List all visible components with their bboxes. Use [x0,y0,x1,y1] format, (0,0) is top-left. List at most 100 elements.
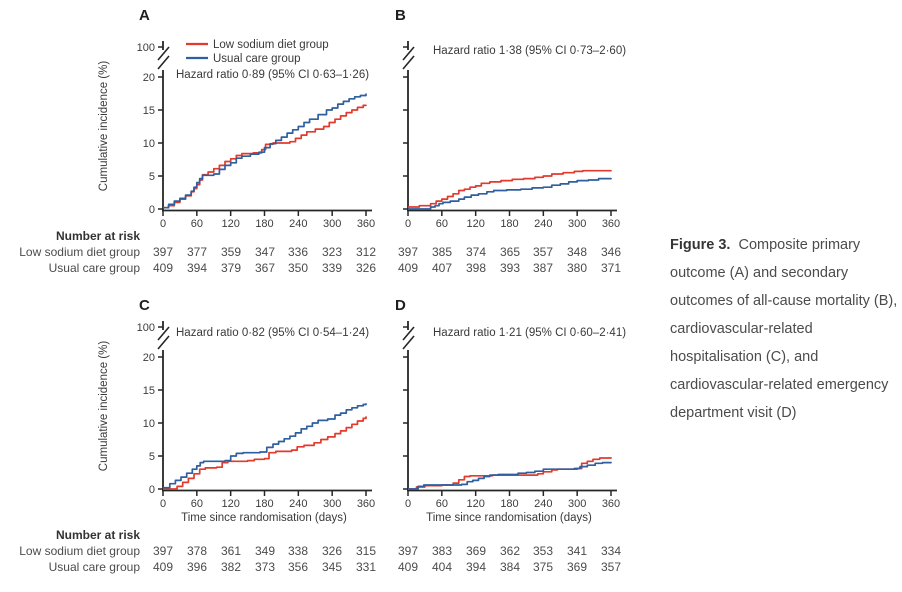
curve-usual-care [408,461,612,490]
risk-value: 357 [532,245,554,259]
risk-value: 356 [287,560,309,574]
risk-value: 382 [220,560,242,574]
curve-usual-care [163,93,367,209]
caption-text: Composite primary [738,237,861,253]
y-axis-break [402,326,415,341]
risk-value: 312 [355,245,377,259]
x-tick-label: 180 [500,498,518,510]
y-axis-break [402,46,415,61]
y-tick-label: 15 [143,105,155,117]
risk-value: 398 [465,261,487,275]
curve-usual-care [163,403,367,489]
risk-value: 384 [499,560,521,574]
caption-line: cardiovascular-related emergency [670,377,889,393]
x-tick-label: 180 [255,218,273,230]
x-tick-label: 300 [568,218,586,230]
y-axis-break [157,55,170,70]
x-tick-label: 300 [568,498,586,510]
risk-value: 407 [431,261,453,275]
y-tick-label: 15 [143,385,155,397]
legend-label: Low sodium diet group [213,39,329,51]
y-tick-label: 10 [143,418,155,430]
risk-table-header: Number at risk [55,528,140,542]
y-tick-label: 10 [143,138,155,150]
y-tick-label: 20 [143,352,155,364]
legend-label: Usual care group [213,53,301,65]
risk-row-label: Low sodium diet group [19,544,140,558]
x-tick-label: 60 [436,498,448,510]
risk-table-header: Number at risk [55,229,140,243]
risk-value: 369 [566,560,588,574]
risk-value: 394 [465,560,487,574]
x-axis-title-d: Time since randomisation (days) [426,512,592,524]
risk-value: 339 [321,261,343,275]
x-tick-label: 240 [289,218,307,230]
y-break-label: 100 [137,322,155,334]
risk-value: 377 [186,245,208,259]
risk-value: 378 [186,544,208,558]
x-tick-label: 360 [602,498,620,510]
y-axis-break [157,335,170,350]
risk-value: 365 [499,245,521,259]
risk-value: 336 [287,245,309,259]
risk-row-label: Usual care group [48,261,140,275]
risk-value: 380 [566,261,588,275]
x-tick-label: 120 [466,218,484,230]
caption-line: Figure 3. Composite primary [670,231,902,259]
risk-value: 362 [499,544,521,558]
risk-value: 338 [287,544,309,558]
risk-value: 331 [355,560,377,574]
risk-value: 348 [566,245,588,259]
x-tick-label: 120 [221,498,239,510]
risk-value: 383 [431,544,453,558]
risk-value: 385 [431,245,453,259]
risk-value: 353 [532,544,554,558]
x-tick-label: 180 [255,498,273,510]
x-tick-label: 300 [323,498,341,510]
y-axis-break [157,46,170,61]
y-axis-break [402,335,415,350]
y-tick-label: 5 [149,451,155,463]
risk-value: 394 [186,261,208,275]
y-axis-title-a: Cumulative incidence (%) [98,60,110,192]
x-tick-label: 360 [357,218,375,230]
y-tick-label: 0 [149,204,155,216]
risk-value: 397 [397,245,419,259]
x-tick-label: 180 [500,218,518,230]
x-axis-title-c: Time since randomisation (days) [181,512,347,524]
risk-value: 346 [600,245,622,259]
curve-low-sodium [163,104,367,209]
risk-value: 359 [220,245,242,259]
risk-value: 341 [566,544,588,558]
x-tick-label: 360 [602,218,620,230]
x-tick-label: 0 [160,218,166,230]
y-tick-label: 20 [143,72,155,84]
risk-value: 369 [465,544,487,558]
risk-value: 367 [254,261,276,275]
caption-line: department visit (D) [670,405,797,421]
x-tick-label: 360 [357,498,375,510]
risk-value: 350 [287,261,309,275]
x-tick-label: 240 [534,218,552,230]
risk-value: 409 [397,560,419,574]
risk-value: 371 [600,261,622,275]
y-break-label: 100 [137,42,155,54]
x-tick-label: 240 [534,498,552,510]
caption-line: hospitalisation (C), and [670,349,819,365]
panel-d-label: D [395,297,406,314]
panel-a-label: A [139,7,150,24]
x-tick-label: 60 [191,218,203,230]
risk-value: 374 [465,245,487,259]
panel-b-label: B [395,7,406,24]
hazard-ratio-text: Hazard ratio 0·89 (95% CI 0·63–1·26) [176,69,369,81]
caption-line: outcomes of all-cause mortality (B), [670,293,898,309]
risk-value: 397 [152,544,174,558]
caption-line: cardiovascular-related [670,321,813,337]
curve-low-sodium [163,416,367,490]
risk-value: 387 [532,261,554,275]
risk-value: 373 [254,560,276,574]
figure-caption: Figure 3. Composite primary outcome (A) … [670,231,902,427]
risk-row-label: Low sodium diet group [19,245,140,259]
